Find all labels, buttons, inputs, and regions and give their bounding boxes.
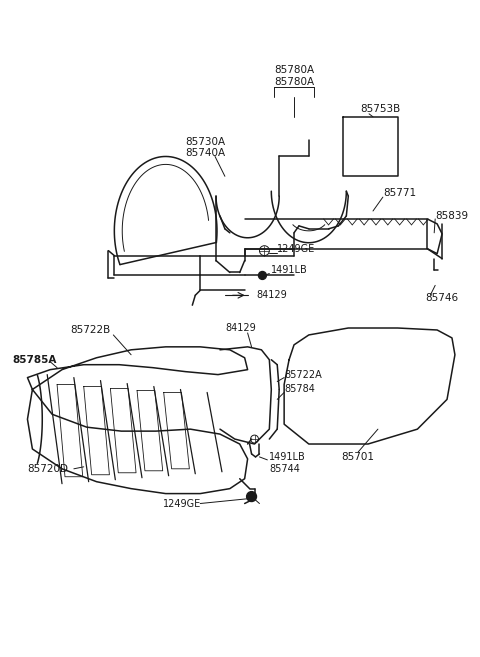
Text: 85771: 85771: [383, 188, 416, 198]
Text: 85784: 85784: [284, 384, 315, 394]
Text: 85780A: 85780A: [274, 77, 314, 87]
Text: 1491LB: 1491LB: [269, 452, 306, 462]
Text: 85753B: 85753B: [360, 104, 400, 114]
Text: 85701: 85701: [342, 452, 375, 462]
Text: 1491LB: 1491LB: [271, 265, 308, 275]
Text: 85746: 85746: [425, 293, 458, 304]
Text: 85785A: 85785A: [12, 355, 57, 365]
Text: 1249GE: 1249GE: [163, 499, 201, 509]
Text: 84129: 84129: [225, 323, 256, 333]
Text: 85744: 85744: [269, 464, 300, 474]
Text: 85722A: 85722A: [284, 370, 322, 380]
Text: 85722B: 85722B: [70, 325, 110, 335]
Text: 85839: 85839: [435, 211, 468, 221]
Text: 85720D: 85720D: [27, 464, 69, 474]
Text: 85740A: 85740A: [185, 148, 226, 158]
Text: 85730A: 85730A: [185, 137, 226, 147]
Circle shape: [247, 491, 256, 501]
Text: 1249GE: 1249GE: [277, 244, 315, 254]
Circle shape: [258, 271, 266, 279]
Text: 85780A: 85780A: [274, 65, 314, 75]
Text: 84129: 84129: [256, 290, 287, 300]
